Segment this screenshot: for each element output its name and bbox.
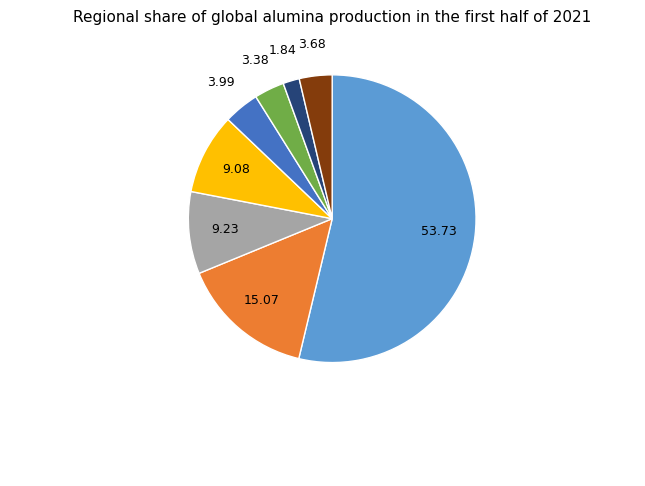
Text: 1.84: 1.84 (268, 44, 296, 57)
Text: 53.73: 53.73 (421, 225, 457, 238)
Wedge shape (228, 97, 332, 219)
Text: 3.99: 3.99 (208, 76, 235, 89)
Wedge shape (188, 191, 332, 273)
Text: 9.23: 9.23 (211, 223, 239, 236)
Wedge shape (299, 75, 476, 363)
Text: 3.38: 3.38 (241, 54, 269, 68)
Wedge shape (283, 79, 332, 219)
Text: 9.08: 9.08 (223, 163, 250, 176)
Wedge shape (256, 84, 332, 219)
Wedge shape (199, 219, 332, 359)
Wedge shape (191, 120, 332, 219)
Text: 15.07: 15.07 (244, 294, 280, 307)
Wedge shape (299, 75, 332, 219)
Text: 3.68: 3.68 (298, 38, 326, 51)
Title: Regional share of global alumina production in the first half of 2021: Regional share of global alumina product… (73, 10, 591, 25)
